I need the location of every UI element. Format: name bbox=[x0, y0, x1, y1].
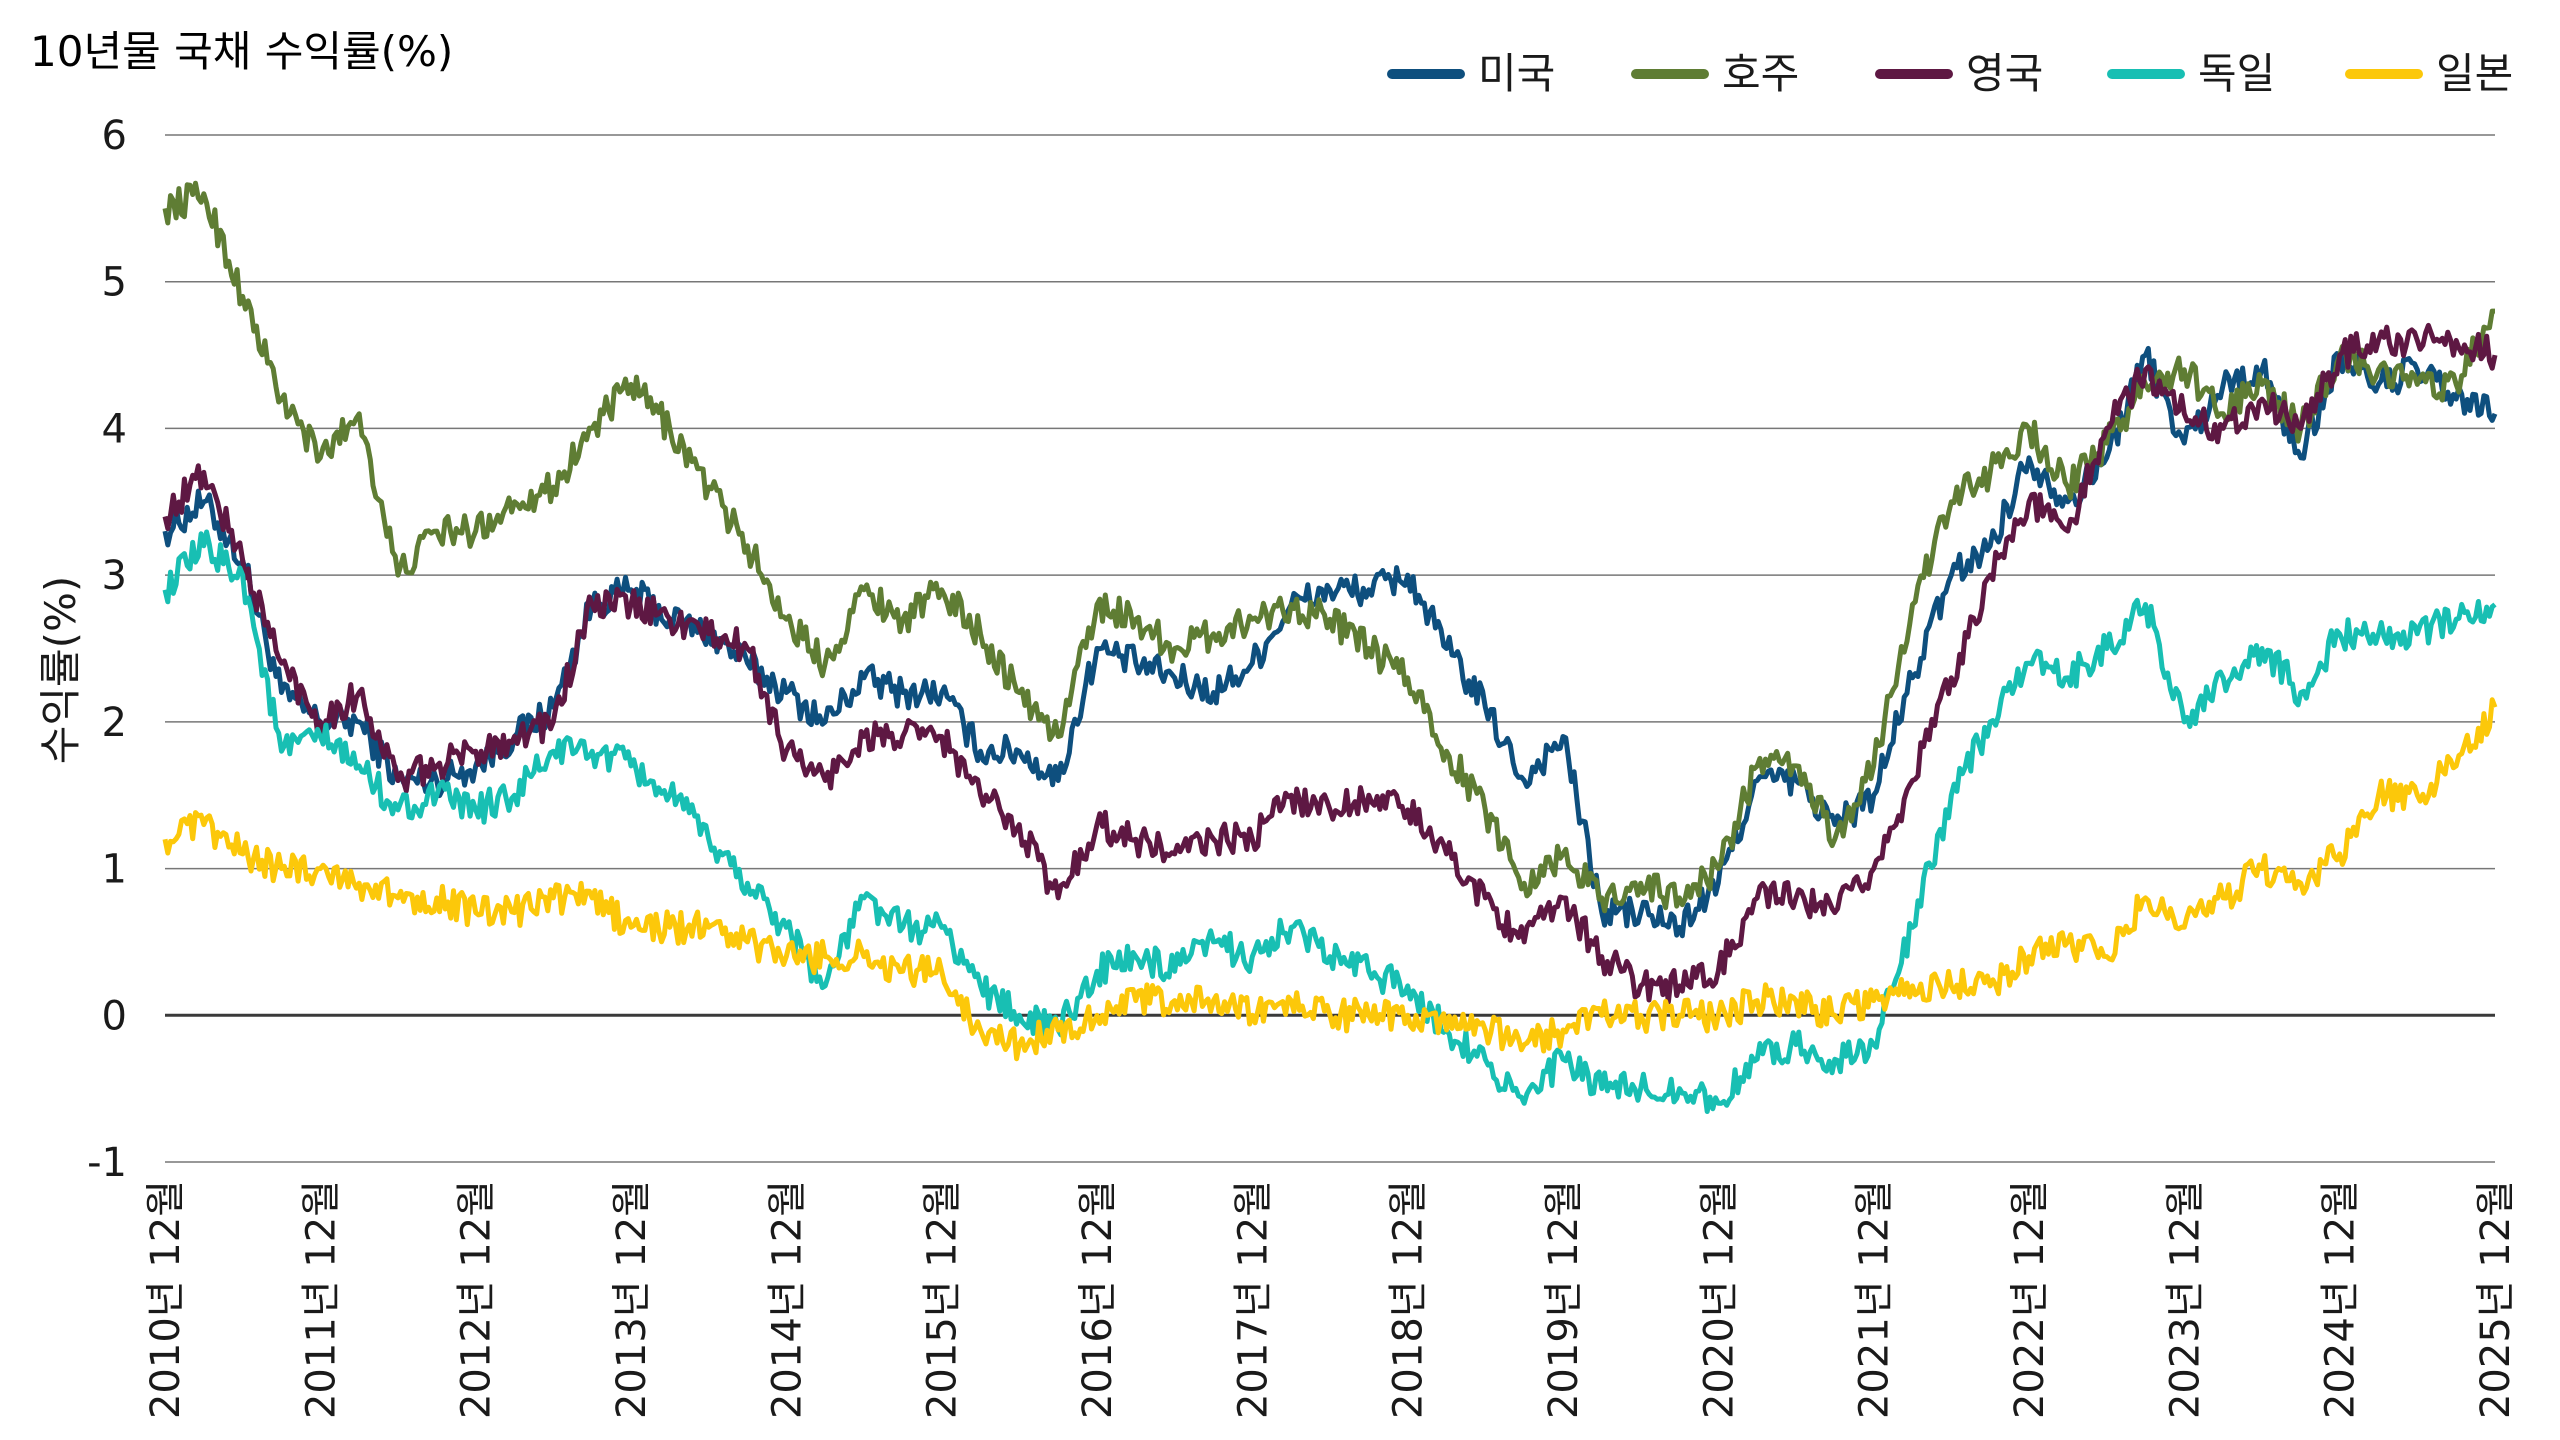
series-line bbox=[162, 529, 2497, 1114]
x-tick-label: 2017년 12월 bbox=[1230, 1180, 1276, 1419]
y-axis-label: 수익률(%) bbox=[36, 576, 85, 765]
x-tick-label: 2014년 12월 bbox=[764, 1180, 810, 1419]
x-tick-label: 2024년 12월 bbox=[2318, 1180, 2364, 1419]
y-tick-label: 3 bbox=[102, 553, 127, 599]
x-tick-label: 2022년 12월 bbox=[2007, 1180, 2053, 1419]
x-tick-label: 2011년 12월 bbox=[298, 1180, 344, 1419]
series-line bbox=[162, 345, 2498, 939]
x-tick-label: 2013년 12월 bbox=[609, 1180, 655, 1419]
x-tick-label: 2023년 12월 bbox=[2162, 1180, 2208, 1419]
legend-label: 일본 bbox=[2436, 49, 2513, 98]
chart-title: 10년물 국채 수익률(%) bbox=[30, 27, 453, 76]
y-tick-label: 6 bbox=[102, 113, 127, 159]
legend-label: 독일 bbox=[2198, 49, 2275, 98]
legend-label: 미국 bbox=[1478, 49, 1555, 98]
y-tick-label: 4 bbox=[102, 406, 127, 452]
series-lines bbox=[162, 180, 2498, 1114]
x-tick-label: 2021년 12월 bbox=[1852, 1180, 1898, 1419]
x-tick-label: 2015년 12월 bbox=[920, 1180, 966, 1419]
x-tick-label: 2010년 12월 bbox=[143, 1180, 189, 1419]
x-axis-ticks: 2010년 12월 2011년 12월 2012년 12월 2013년 12월 2014… bbox=[143, 1180, 2519, 1419]
series-line bbox=[162, 697, 2498, 1062]
y-tick-label: 0 bbox=[102, 993, 127, 1039]
x-tick-label: 2025년 12월 bbox=[2473, 1180, 2519, 1419]
series-line bbox=[162, 322, 2498, 1005]
legend: 미국 호주 영국 독일 일본 bbox=[1387, 49, 2513, 98]
legend-label: 호주 bbox=[1722, 49, 1799, 98]
legend-label: 영국 bbox=[1966, 49, 2043, 98]
series-line bbox=[162, 180, 2495, 914]
y-tick-label: 2 bbox=[102, 700, 127, 746]
x-tick-label: 2016년 12월 bbox=[1075, 1180, 1121, 1419]
y-axis-ticks: 6 5 4 3 2 1 0 -1 bbox=[87, 113, 127, 1186]
x-tick-label: 2020년 12월 bbox=[1696, 1180, 1742, 1419]
y-tick-label: 5 bbox=[102, 260, 127, 306]
y-tick-label: 1 bbox=[102, 847, 127, 893]
x-tick-label: 2018년 12월 bbox=[1386, 1180, 1432, 1419]
y-tick-label: -1 bbox=[87, 1140, 127, 1186]
gridlines bbox=[165, 134, 2495, 1163]
x-tick-label: 2019년 12월 bbox=[1541, 1180, 1587, 1419]
x-tick-label: 2012년 12월 bbox=[454, 1180, 500, 1419]
